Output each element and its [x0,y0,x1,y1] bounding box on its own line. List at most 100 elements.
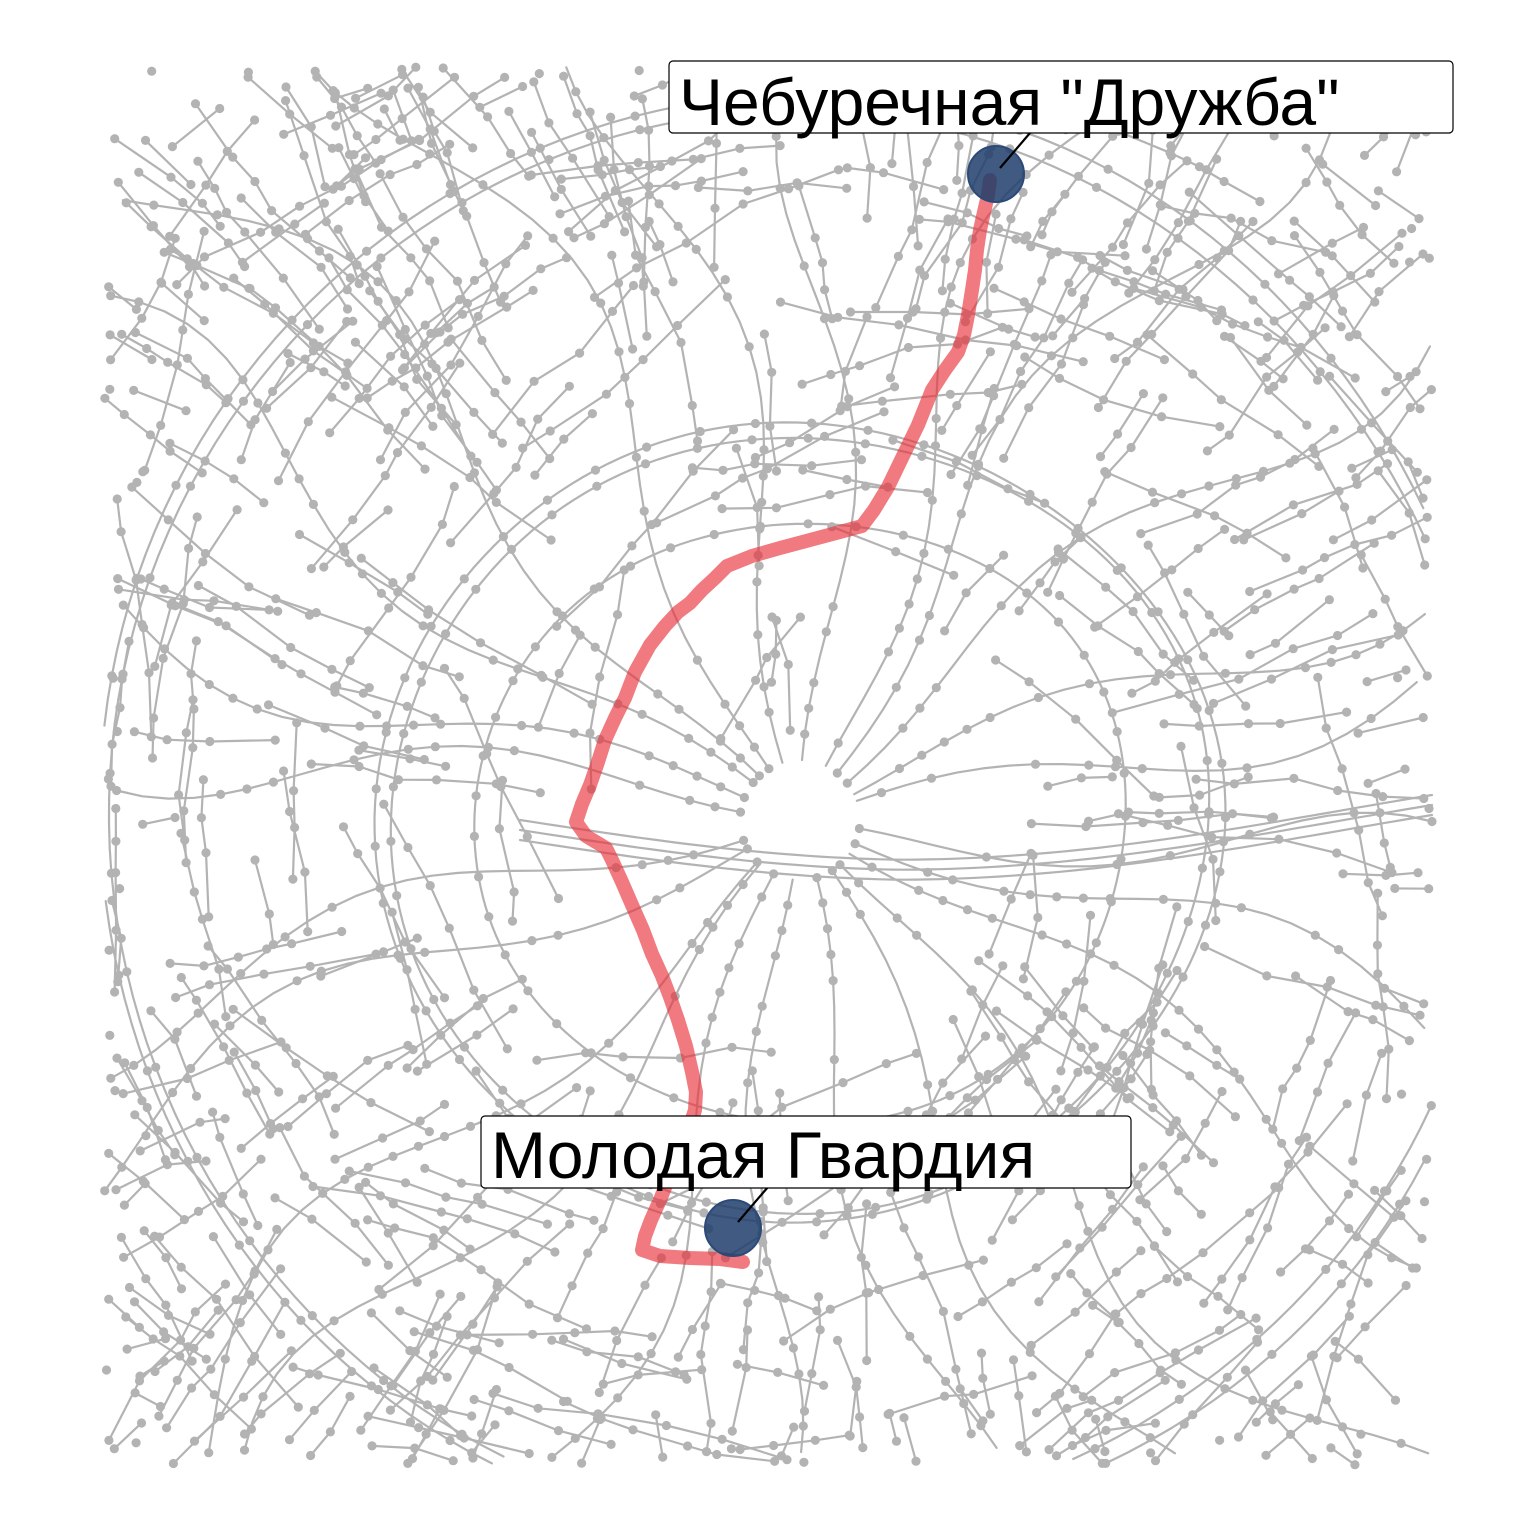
road-node [1212,1045,1222,1055]
road-node [1326,1443,1336,1453]
road-node [1323,1058,1333,1068]
road-segment [1132,287,1357,380]
road-node [238,396,249,406]
road-node [362,383,372,393]
road-node [170,1034,180,1044]
road-node [172,1375,182,1385]
road-segment [1048,1317,1258,1451]
road-node [113,574,123,584]
road-node [983,308,993,319]
road-node [410,1346,420,1356]
road-node [516,1099,526,1109]
road-segment [478,85,524,109]
start-location-dot[interactable] [967,145,1025,203]
road-node [1113,1395,1124,1405]
road-node [507,916,518,926]
road-node [186,669,196,679]
road-segment [846,166,945,191]
road-node [418,621,428,631]
road-node [237,257,247,267]
road-node [1147,487,1158,497]
road-node [438,63,448,73]
road-node [137,313,147,323]
road-node [550,1247,560,1257]
road-node [1150,1418,1160,1428]
road-node [1056,1066,1066,1076]
road-node [1396,1211,1406,1221]
road-node [1258,1396,1268,1406]
road-node [161,1253,171,1263]
road-node [1260,279,1270,289]
road-node [1303,1147,1313,1157]
road-node [993,1074,1003,1084]
road-node [135,1371,145,1381]
road-node [1090,1444,1100,1454]
road-node [1069,1106,1079,1116]
road-node [1071,714,1081,724]
road-node [352,131,362,141]
road-node [1043,781,1053,791]
start-marker[interactable]: Чебуречная "Дружба" [668,60,1454,203]
road-node [570,1328,580,1338]
road-node [1160,568,1170,578]
road-segment [699,1250,714,1453]
road-node [508,676,518,686]
road-node [1363,1250,1373,1260]
road-node [1307,1453,1317,1464]
road-node [743,1078,753,1088]
road-node [1014,1391,1024,1401]
road-node [1401,1280,1411,1291]
end-label-box [480,1115,1132,1189]
road-node [535,143,545,153]
road-node [687,1198,697,1208]
road-node [1298,565,1308,575]
road-node [1093,402,1103,413]
road-node [256,1154,266,1164]
road-node [459,693,469,704]
end-location-dot[interactable] [704,1199,762,1257]
road-node [259,969,269,979]
road-node [360,153,371,163]
road-node [606,1439,616,1449]
road-node [468,1319,478,1329]
road-node [1217,1274,1227,1284]
road-node [256,227,266,237]
road-node [1024,677,1034,687]
road-node [957,218,967,228]
road-node [759,329,770,339]
road-node [585,728,595,738]
road-node [1384,1044,1394,1054]
road-node [1275,718,1285,729]
road-node [1414,214,1424,224]
road-node [1101,1023,1111,1033]
end-marker[interactable]: Молодая Гвардия [480,1115,1132,1257]
road-segment [466,1329,654,1338]
road-node [845,307,856,317]
road-node [150,1366,160,1377]
start-label-box [668,60,1454,134]
road-node [1387,1253,1397,1263]
road-segment [854,842,1426,1030]
road-node [1108,242,1118,252]
road-node [1046,351,1057,361]
road-node [629,91,639,101]
road-node [902,313,913,323]
road-node [819,1230,829,1240]
road-node [363,1055,373,1065]
road-node [471,791,481,801]
road-node [799,261,809,271]
road-node [887,159,897,169]
road-node [953,1311,963,1322]
road-node [1327,238,1337,248]
road-node [338,822,349,832]
road-node [403,842,413,853]
start-label-leader [999,132,1031,169]
road-node [176,1262,186,1272]
road-node [1101,1425,1111,1435]
road-node [462,211,472,221]
road-node [1060,189,1070,199]
road-segment [977,959,1171,1133]
road-node [366,1308,376,1318]
road-node [701,1447,712,1457]
